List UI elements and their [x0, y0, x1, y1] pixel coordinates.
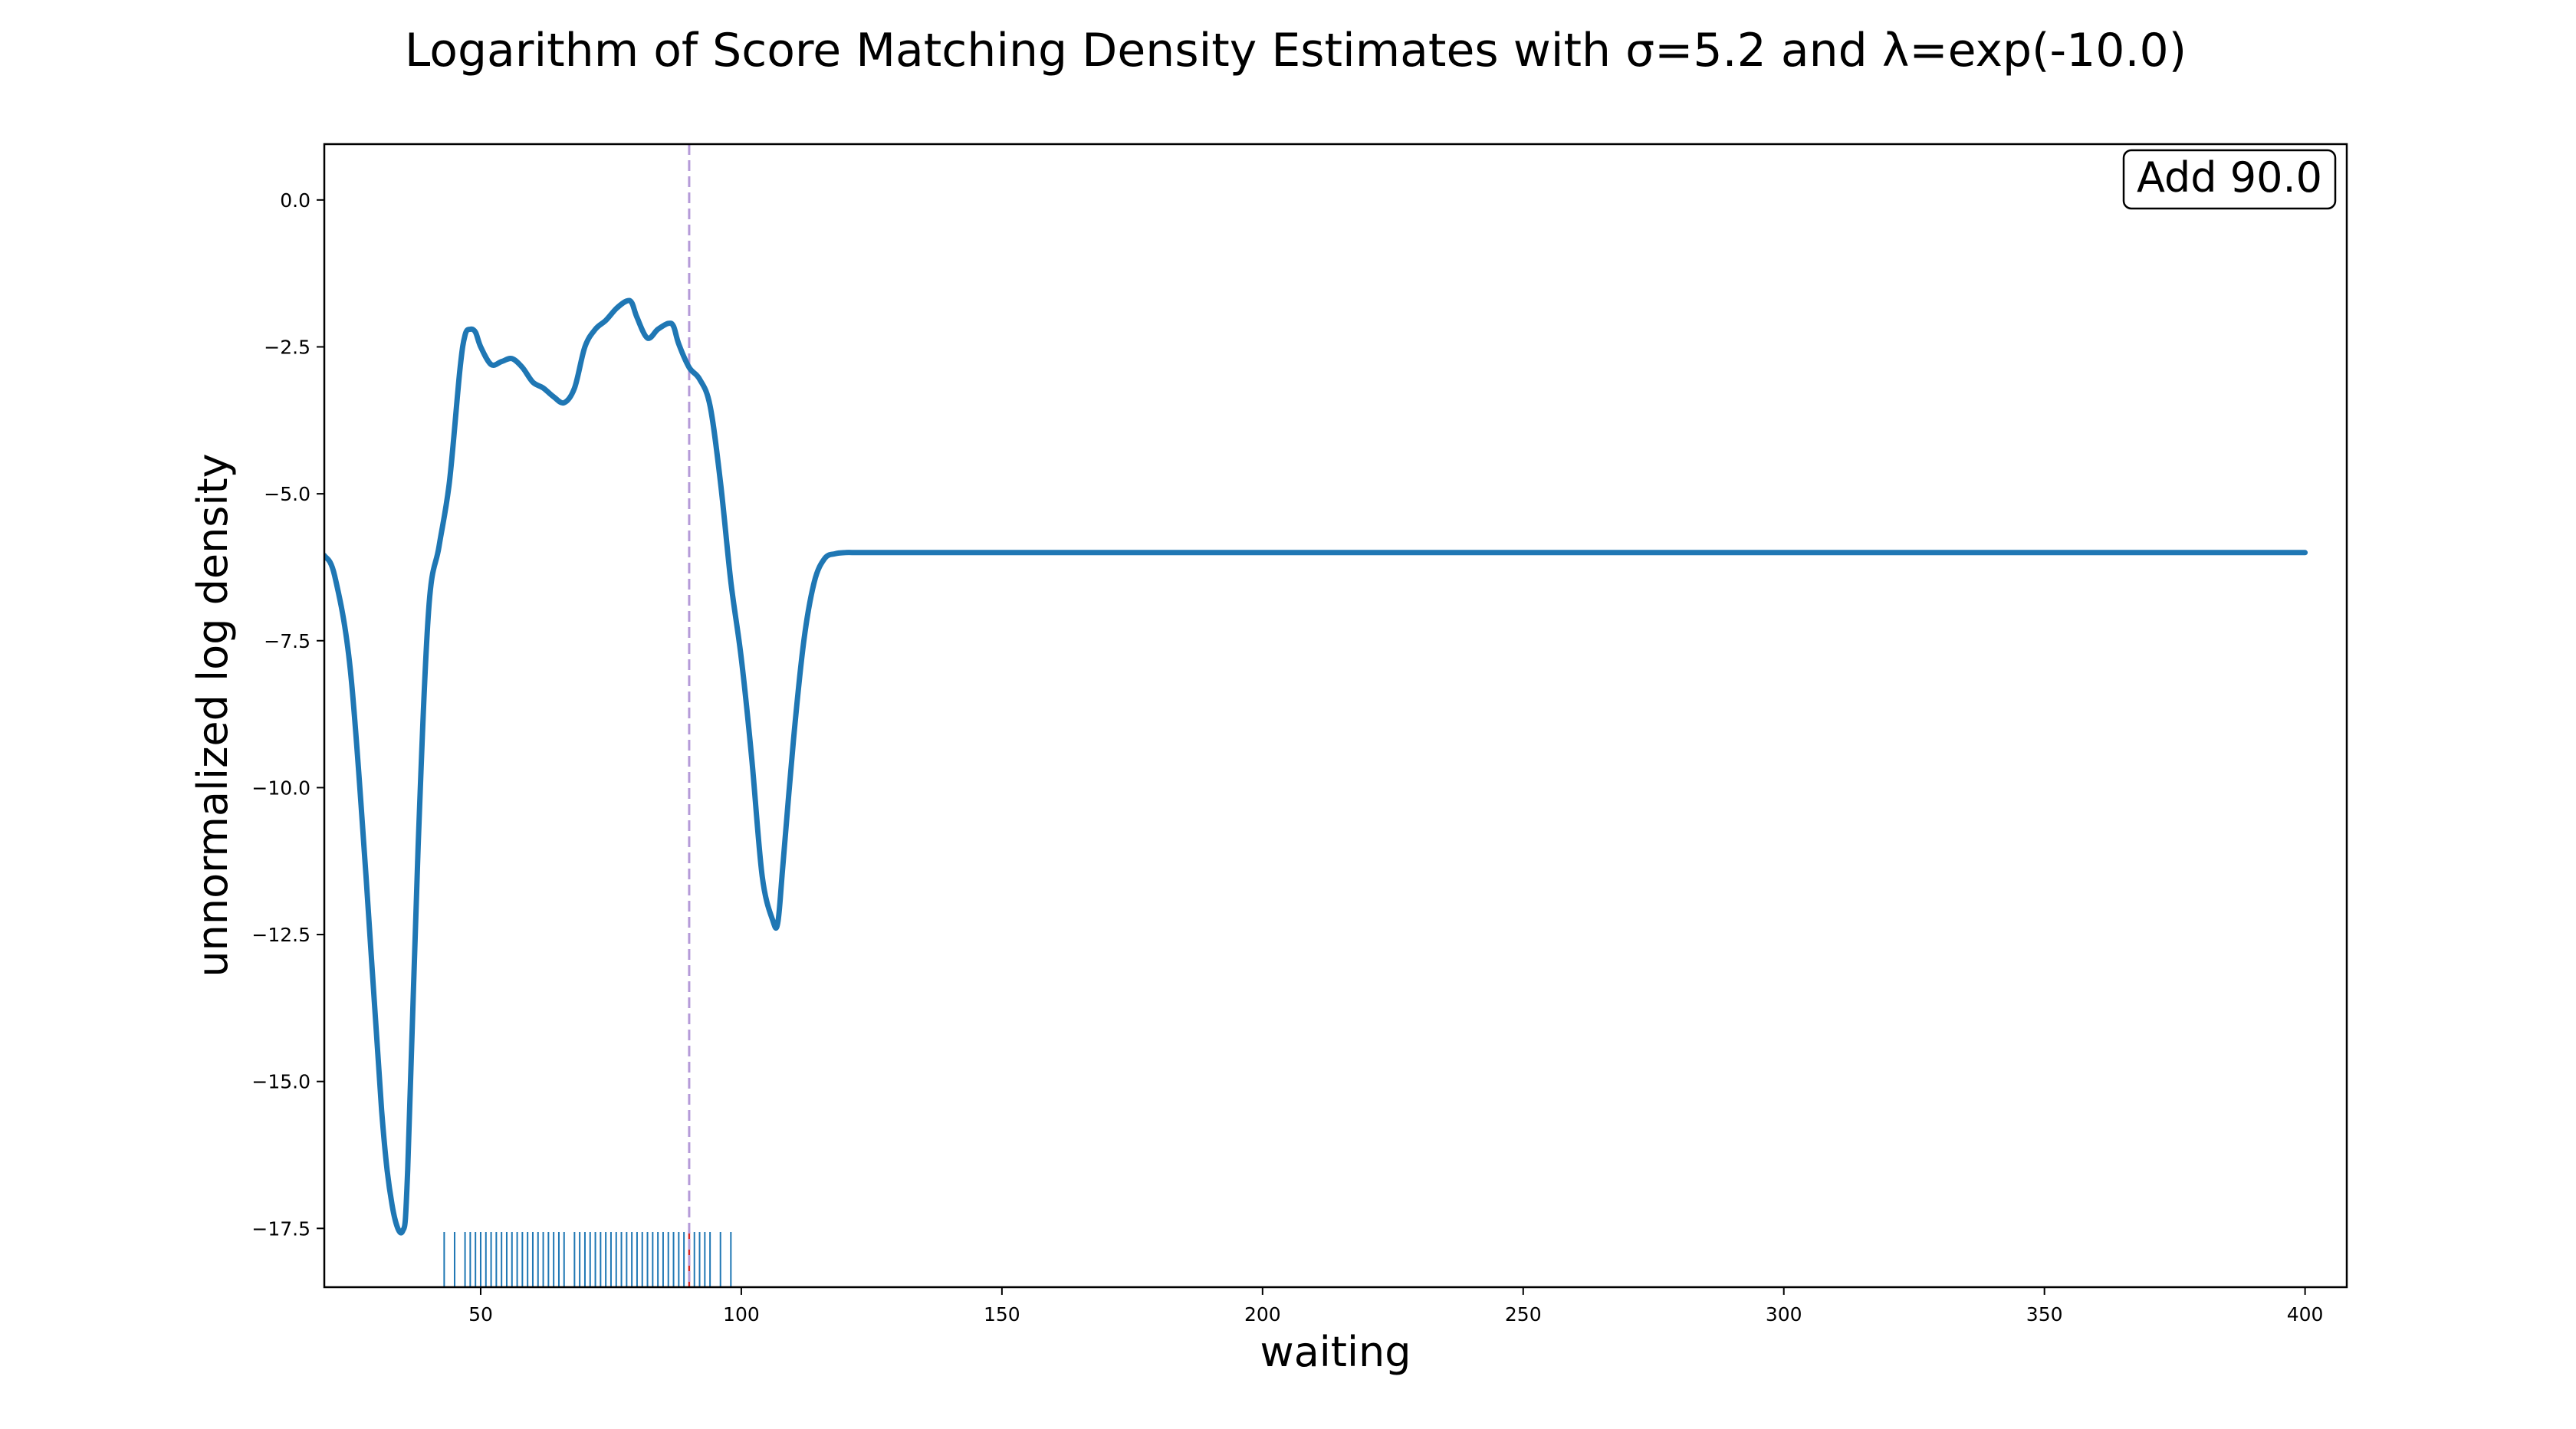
y-tick-label: −17.5 [251, 1217, 310, 1240]
clipped-plot-content [324, 144, 2308, 1287]
x-axis-ticks: 50 100 150 200 250 300 350 400 [468, 1287, 2323, 1326]
annotation-box: Add 90.0 [2122, 149, 2337, 210]
x-tick-label: 50 [468, 1303, 493, 1326]
x-tick-label: 400 [2287, 1303, 2324, 1326]
axes-frame [323, 143, 2348, 1289]
annotation-frame [2122, 149, 2337, 210]
x-tick-label: 100 [723, 1303, 760, 1326]
x-tick-label: 350 [2026, 1303, 2063, 1326]
x-axis-label: waiting [1260, 1328, 1411, 1376]
density-line [324, 297, 2308, 1236]
x-tick-label: 200 [1244, 1303, 1281, 1326]
y-tick-label: −7.5 [264, 630, 310, 652]
x-tick-label: 250 [1505, 1303, 1542, 1326]
y-tick-label: −10.0 [251, 777, 310, 799]
y-tick-label: −5.0 [264, 483, 310, 505]
plot-area [324, 144, 2308, 1287]
chart-title: Logarithm of Score Matching Density Esti… [405, 24, 2187, 77]
y-tick-label: −12.5 [251, 924, 310, 946]
y-tick-label: −2.5 [264, 336, 310, 358]
y-axis-ticks: 0.0 −2.5 −5.0 −7.5 −10.0 −12.5 −15.0 −17.5 [251, 189, 324, 1240]
y-axis-label: unnormalized log density [189, 453, 237, 977]
x-tick-label: 300 [1766, 1303, 1802, 1326]
annotation-label: Add 90.0 [2137, 153, 2322, 202]
x-tick-label: 150 [984, 1303, 1020, 1326]
y-tick-label: 0.0 [280, 189, 310, 212]
y-tick-label: −15.0 [251, 1071, 310, 1093]
